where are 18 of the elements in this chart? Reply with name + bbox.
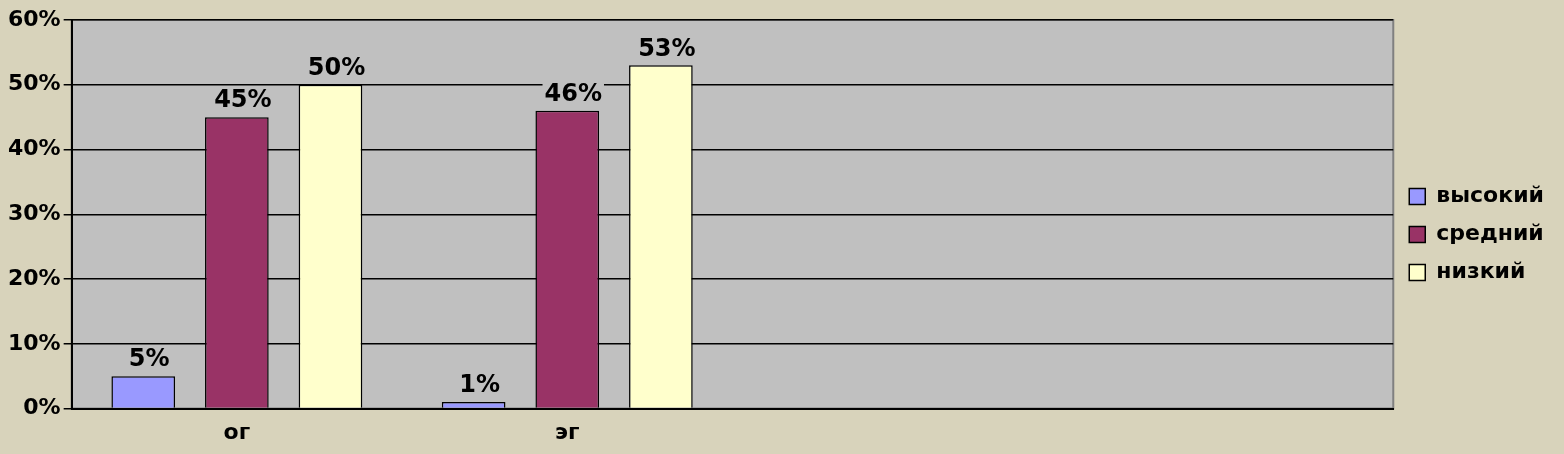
y-tick-label: 40% — [7, 135, 61, 161]
y-tick-label: 60% — [7, 5, 61, 31]
y-tick-label: 30% — [7, 200, 61, 226]
y-tick-label: 50% — [7, 70, 61, 96]
data-label: 53% — [638, 33, 696, 62]
x-tick-label: ог — [223, 418, 251, 444]
data-label: 45% — [214, 85, 272, 114]
data-label: 46% — [544, 78, 602, 107]
y-tick-label: 10% — [7, 329, 61, 355]
legend-label: низкий — [1436, 258, 1526, 284]
data-label: 5% — [128, 344, 170, 373]
y-tick-label: 20% — [7, 264, 61, 290]
x-tick-label: эг — [554, 418, 580, 444]
data-label: 1% — [459, 370, 501, 399]
legend-label: высокий — [1436, 182, 1544, 208]
legend-label: средний — [1436, 220, 1544, 246]
data-label: 50% — [307, 53, 366, 81]
y-tick-label: 0% — [23, 394, 61, 420]
